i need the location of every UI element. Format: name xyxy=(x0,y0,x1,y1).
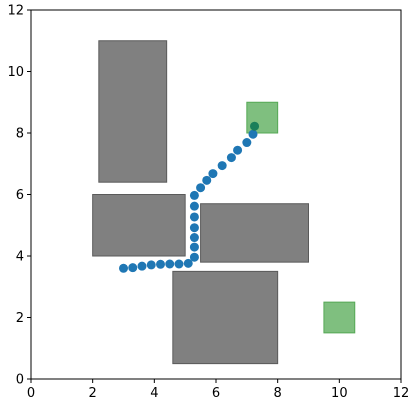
path-point xyxy=(189,223,199,233)
x-tick-label: 8 xyxy=(274,386,282,401)
y-tick-label: 8 xyxy=(16,127,24,142)
path-point xyxy=(189,201,199,211)
x-tick-label: 12 xyxy=(393,386,410,401)
path-point xyxy=(174,259,184,269)
x-tick-label: 4 xyxy=(150,386,158,401)
path-point xyxy=(189,212,199,222)
path-point xyxy=(196,183,206,193)
path-point xyxy=(189,242,199,252)
obstacle-4 xyxy=(172,270,279,365)
path-point xyxy=(189,252,199,262)
x-tick-label: 6 xyxy=(212,386,220,401)
path-point xyxy=(137,261,147,271)
path-point xyxy=(208,169,218,179)
x-tick-label: 2 xyxy=(89,386,97,401)
path-point xyxy=(119,263,128,273)
y-tick-label: 4 xyxy=(16,250,24,265)
path-point xyxy=(128,263,138,273)
y-tick-label: 0 xyxy=(16,373,24,388)
y-tick-label: 6 xyxy=(16,188,24,203)
path-point xyxy=(226,153,236,163)
path-endpoint xyxy=(250,121,260,131)
x-tick-label: 10 xyxy=(331,386,348,401)
goal-region-2 xyxy=(323,301,356,334)
obstacle-1 xyxy=(98,40,168,183)
axes-layer: 0 2 4 6 8 10 12 0 2 4 6 8 10 12 xyxy=(7,4,409,402)
path-point xyxy=(202,175,212,185)
path-point xyxy=(217,161,227,171)
path-point xyxy=(189,190,199,200)
obstacle-3 xyxy=(200,203,309,263)
path-point xyxy=(233,145,243,155)
path-layer xyxy=(119,121,260,273)
path-point xyxy=(189,233,199,243)
obstacles-layer xyxy=(92,40,309,365)
path-point xyxy=(183,258,193,268)
y-tick-label: 12 xyxy=(7,4,24,19)
obstacle-2 xyxy=(92,194,186,257)
y-tick-label: 2 xyxy=(16,311,24,326)
path-point xyxy=(156,259,165,269)
path-point xyxy=(165,259,175,269)
x-tick-label: 0 xyxy=(27,386,35,401)
path-point xyxy=(242,138,252,148)
y-tick-label: 10 xyxy=(7,65,24,80)
path-point xyxy=(248,129,258,139)
path-point xyxy=(146,260,156,270)
